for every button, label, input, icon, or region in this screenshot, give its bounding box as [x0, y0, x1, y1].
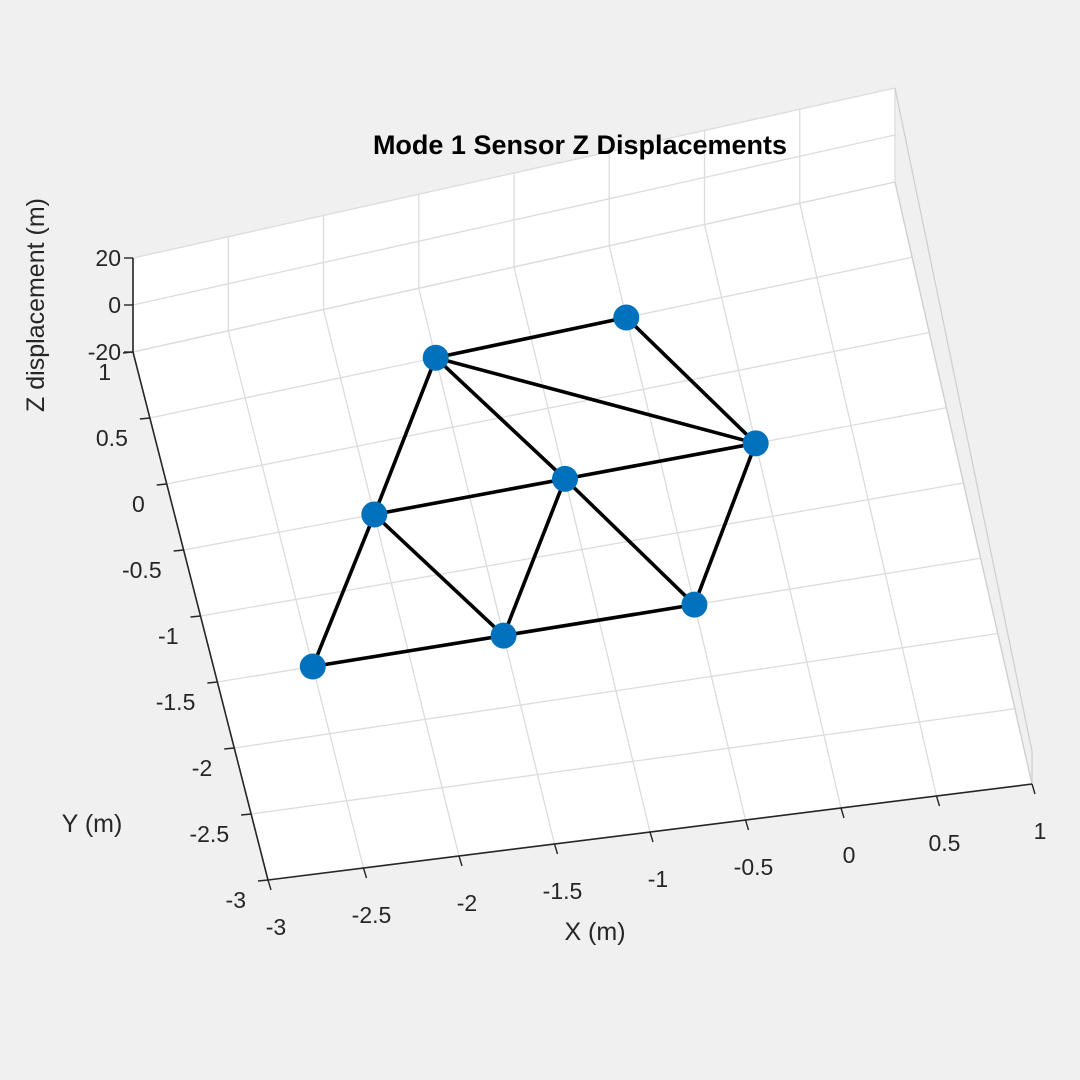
- truss-edge-3: [372, 512, 506, 638]
- z-tick-label-0: -20: [88, 339, 121, 365]
- truss-edge-2: [310, 512, 377, 669]
- y-tick-mark-3: [207, 681, 218, 684]
- sensor-point-6: [422, 344, 449, 371]
- y-tick-mark-1: [241, 813, 252, 816]
- truss-edge-0: [310, 633, 506, 669]
- truss-edges: [310, 315, 758, 669]
- x-tick-label-0: -3: [266, 914, 286, 940]
- truss-edge-12: [433, 315, 629, 360]
- y-tick-label-8: 1: [98, 359, 111, 385]
- x-axis-label: X (m): [564, 918, 625, 946]
- y-tick-label-2: -2: [192, 755, 212, 781]
- wall-grid-z-2: [132, 87, 896, 259]
- sensor-point-0: [299, 653, 326, 680]
- x-tick-mark-3: [553, 843, 559, 855]
- z-tick-label-2: 20: [95, 245, 121, 271]
- x-tick-label-4: -1: [648, 866, 668, 892]
- x-tick-label-1: -2.5: [352, 902, 392, 928]
- sensor-point-7: [613, 304, 640, 331]
- y-tick-mark-0: [257, 879, 269, 882]
- sensor-point-1: [490, 622, 517, 649]
- y-tick-label-5: -0.5: [122, 557, 162, 583]
- wall-grid-z-1: [132, 134, 896, 306]
- y-tick-label-3: -1.5: [156, 689, 196, 715]
- side-edge-bottom: [894, 181, 1033, 785]
- x-tick-mark-1: [362, 867, 368, 879]
- truss-edge-9: [372, 355, 438, 517]
- y-tick-mark-4: [190, 615, 201, 618]
- truss-edge-4: [372, 477, 567, 517]
- y-tick-mark-7: [139, 417, 150, 420]
- truss-edge-1: [501, 602, 697, 638]
- sensor-points: [299, 304, 769, 680]
- x-tick-mark-2: [458, 855, 463, 867]
- wall-grid-z-0: [132, 181, 896, 353]
- chart-title: Mode 1 Sensor Z Displacements: [373, 130, 787, 160]
- y-tick-label-0: -3: [226, 887, 246, 913]
- x-tick-label-7: 0.5: [929, 830, 961, 856]
- y-tick-mark-2: [224, 747, 235, 750]
- x-tick-mark-0: [267, 879, 272, 891]
- sensor-point-5: [742, 430, 769, 457]
- grid-line-y-2: [234, 632, 998, 749]
- truss-edge-6: [501, 477, 567, 638]
- x-tick-label-5: -0.5: [734, 854, 774, 880]
- x-tick-mark-6: [840, 807, 845, 819]
- x-tick-mark-7: [935, 795, 941, 807]
- y-tick-mark-5: [173, 549, 184, 552]
- z-axis-label: Z displacement (m): [22, 198, 50, 412]
- y-tick-mark-6: [156, 483, 167, 486]
- x-tick-mark-8: [1031, 783, 1036, 795]
- truss-edge-7: [563, 477, 697, 607]
- y-tick-label-7: 0.5: [96, 425, 128, 451]
- x-tick-label-2: -2: [457, 890, 477, 916]
- x-tick-mark-5: [744, 819, 750, 831]
- sensor-point-3: [361, 501, 388, 528]
- truss-edge-11: [433, 355, 758, 446]
- truss-edge-8: [692, 441, 758, 607]
- y-tick-label-6: 0: [132, 491, 145, 517]
- tick-labels: -3 -2.5 -2 -1.5 -1 -0.5 0 0.5 1 -3 -2.5 -2 -1.5 -1 -0.…: [88, 245, 1047, 940]
- x-tick-label-3: -1.5: [543, 878, 583, 904]
- y-tick-label-1: -2.5: [189, 821, 229, 847]
- grid-line-y-4: [200, 482, 964, 617]
- x-tick-label-6: 0: [843, 842, 856, 868]
- grid-line-y-1: [251, 708, 1015, 815]
- z-tick-label-1: 0: [108, 292, 121, 318]
- truss-edge-10: [433, 355, 567, 481]
- truss-edge-13: [624, 315, 758, 446]
- truss-edge-5: [563, 441, 758, 481]
- x-tick-mark-4: [649, 831, 654, 843]
- y-tick-label-4: -1: [158, 623, 178, 649]
- y-axis-label: Y (m): [62, 810, 123, 838]
- x-tick-label-8: 1: [1034, 818, 1047, 844]
- sensor-point-2: [681, 591, 708, 618]
- side-edge-top: [894, 87, 1033, 752]
- grid-line-y-6: [166, 331, 930, 485]
- sensor-point-4: [552, 465, 578, 492]
